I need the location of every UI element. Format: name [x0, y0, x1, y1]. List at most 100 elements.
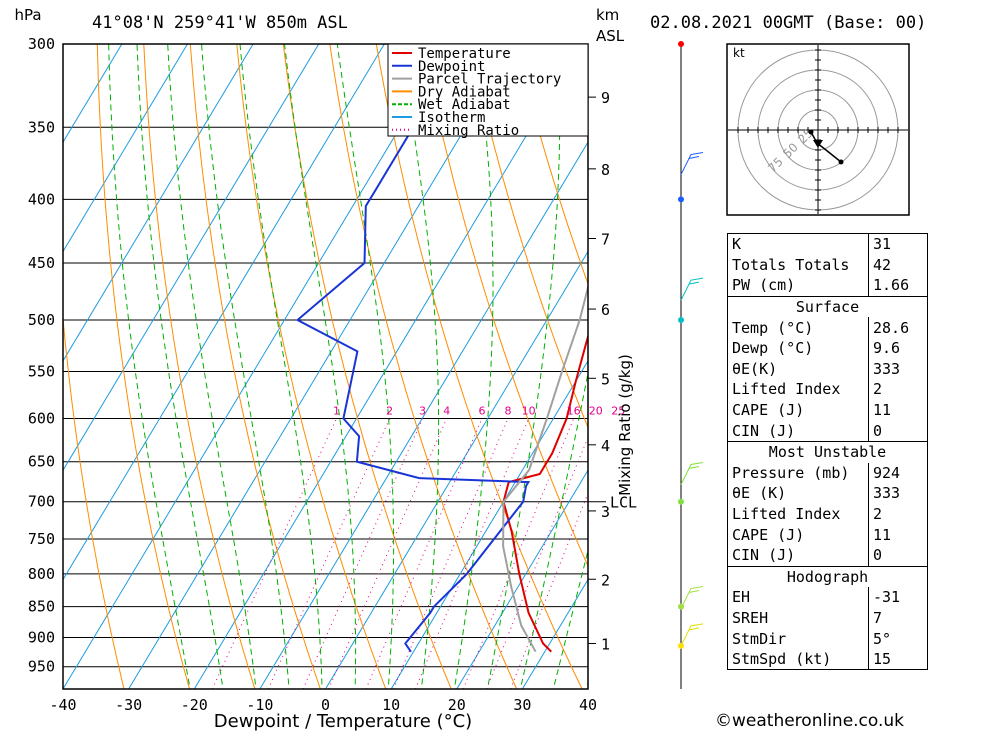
legend-label: Temperature — [418, 46, 511, 62]
wind-barb — [680, 586, 704, 609]
wind-barb — [680, 152, 704, 175]
hpa-unit-label: hPa — [14, 6, 41, 24]
isotherm-line — [63, 44, 451, 689]
table-row: Lifted Index 2 — [727, 503, 928, 525]
table-row: CAPE (J) 11 — [727, 524, 928, 545]
index-value: 2 — [868, 379, 928, 400]
table-row: StmDir 5° — [727, 628, 928, 649]
index-label: CIN (J) — [727, 544, 869, 566]
location-title: 41°08'N 259°41'W 850m ASL — [92, 13, 348, 33]
x-tick-label: 0 — [321, 696, 330, 714]
pressure-tick-label: 300 — [28, 35, 55, 53]
index-label: θE(K) — [727, 358, 869, 380]
wet-adiabat-line — [336, 44, 395, 689]
index-label: StmDir — [727, 628, 869, 649]
wind-level-dot — [678, 498, 684, 505]
km-unit-label: km — [596, 6, 619, 24]
index-value: -31 — [868, 587, 928, 608]
mixing-ratio-label: 4 — [443, 404, 450, 417]
mixing-ratio-label: 20 — [589, 404, 603, 417]
index-label: CAPE (J) — [727, 399, 869, 421]
mixing-ratio-line — [211, 418, 337, 689]
index-value: 9.6 — [868, 337, 928, 359]
mixing-ratio-label: 8 — [505, 404, 512, 417]
x-tick-label: -10 — [246, 696, 273, 714]
mixing-ratio-line — [328, 418, 448, 689]
isotherm-line — [63, 44, 385, 581]
legend-label: Wet Adiabat — [418, 97, 511, 113]
wet-adiabat-line — [136, 44, 224, 689]
mixing-ratio-label: 16 — [567, 404, 581, 417]
credit-text: ©weatheronline.co.uk — [715, 711, 905, 731]
wet-adiabat-line — [201, 44, 290, 689]
legend-label: Mixing Ratio — [418, 123, 519, 139]
mixing-ratio-label: 3 — [419, 404, 426, 417]
km-tick-label: 3 — [601, 503, 610, 521]
mixing-ratio-label: 25 — [611, 404, 625, 417]
index-value: 333 — [868, 358, 928, 380]
index-label: Lifted Index — [727, 379, 869, 400]
index-value: 0 — [868, 420, 928, 442]
mixing-ratio-label: 2 — [386, 404, 393, 417]
temperature-profile — [502, 333, 588, 653]
mixing-ratio-line — [393, 418, 509, 689]
mixing-ratio-line — [267, 418, 391, 689]
isotherm-line — [63, 44, 254, 362]
index-value: 5° — [868, 628, 928, 649]
dry-adiabat-line — [96, 44, 190, 689]
wet-adiabat-line — [552, 548, 588, 689]
index-value: 1.66 — [868, 275, 928, 297]
section-title: Surface — [727, 295, 928, 318]
wind-barb — [680, 623, 704, 647]
km-tick-label: 8 — [601, 161, 610, 179]
table-row: CAPE (J) 11 — [727, 399, 928, 421]
pressure-tick-label: 800 — [28, 565, 55, 583]
isotherm-line — [193, 44, 582, 689]
dry-adiabat-line — [282, 44, 452, 689]
index-value: 31 — [868, 232, 928, 255]
km-tick-label: 7 — [601, 230, 610, 248]
index-label: Lifted Index — [727, 503, 869, 525]
parcel-trajectory-profile — [502, 283, 588, 653]
hodograph-point — [838, 159, 844, 165]
index-value: 42 — [868, 254, 928, 276]
asl-unit-label: ASL — [596, 27, 625, 45]
wet-adiabat-line — [283, 44, 357, 689]
km-tick-label: 5 — [601, 370, 610, 388]
pressure-tick-label: 950 — [28, 658, 55, 676]
index-label: EH — [727, 587, 869, 608]
dry-adiabat-line — [236, 44, 387, 689]
dry-adiabat-line — [468, 44, 588, 429]
index-label: CAPE (J) — [727, 524, 869, 545]
index-value: 28.6 — [868, 317, 928, 338]
index-value: 924 — [868, 462, 928, 484]
index-value: 15 — [868, 648, 928, 671]
wind-barb — [680, 461, 704, 485]
pressure-tick-label: 350 — [28, 118, 55, 136]
index-value: 2 — [868, 503, 928, 525]
legend-label: Dewpoint — [418, 59, 485, 75]
mixing-ratio-line — [365, 418, 483, 689]
pressure-tick-label: 750 — [28, 530, 55, 548]
index-value: 333 — [868, 483, 928, 504]
section-title: Most Unstable — [727, 440, 928, 463]
isotherm-line — [63, 44, 188, 253]
table-row: K 31 — [727, 232, 928, 255]
pressure-tick-label: 550 — [28, 362, 55, 380]
index-value: 11 — [868, 399, 928, 421]
indices-table: K 31 Totals Totals 42 PW (cm) 1.66 Surface Temp… — [727, 232, 928, 671]
legend-label: Isotherm — [418, 110, 485, 126]
isotherm-line — [63, 44, 320, 472]
wet-adiabat-line — [167, 44, 257, 689]
hodograph-trace — [810, 131, 842, 163]
index-label: Temp (°C) — [727, 317, 869, 338]
plot-frame — [62, 43, 589, 690]
km-tick-label: 2 — [601, 571, 610, 589]
pressure-tick-label: 700 — [28, 493, 55, 511]
dry-adiabat-line — [515, 44, 588, 286]
hodograph-unit: kt — [733, 46, 745, 60]
km-tick-label: 6 — [601, 301, 610, 319]
lcl-label: LCL — [610, 494, 637, 512]
